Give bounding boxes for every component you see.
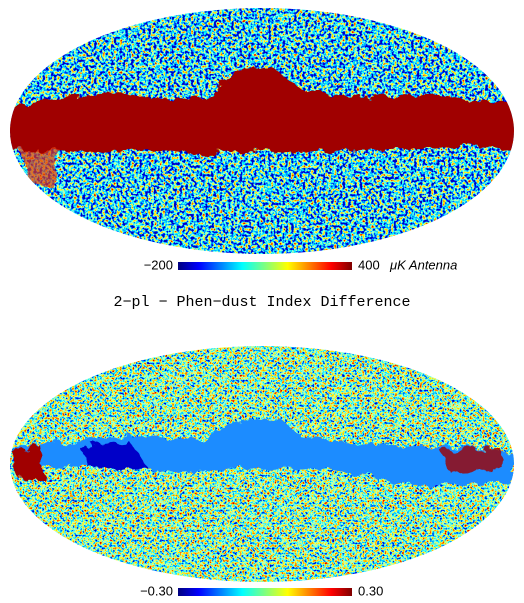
sky-map-top (10, 8, 514, 254)
positive-region (440, 448, 505, 472)
colorbar (178, 588, 352, 596)
colorbar (178, 262, 352, 270)
panel-title: 2−pl − Phen−dust Index Difference (113, 294, 410, 311)
colorbar-max: 0.30 (358, 583, 383, 598)
galactic-plane (10, 66, 514, 154)
colorbar-max: 400 (358, 257, 380, 272)
negative-region (80, 442, 150, 470)
colorbar-min: −0.30 (140, 583, 173, 598)
sky-map-bottom (10, 346, 514, 582)
colorbar-min: −200 (144, 257, 173, 272)
positive-region (12, 445, 45, 480)
colorbar-unit: μK Antenna (389, 257, 457, 272)
